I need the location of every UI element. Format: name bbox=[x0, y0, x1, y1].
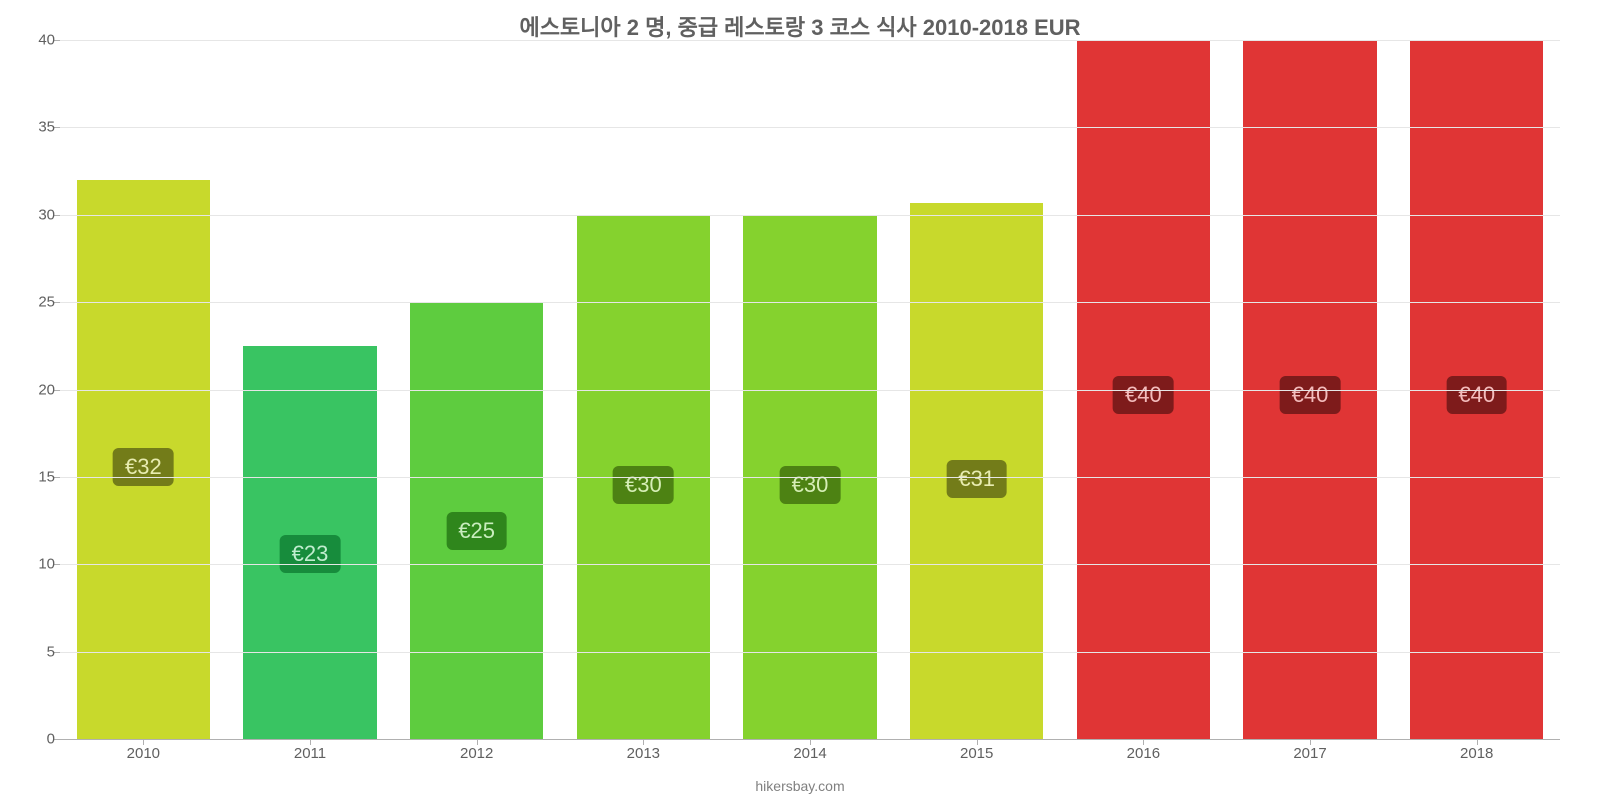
y-axis-label: 15 bbox=[15, 468, 55, 485]
grid-line bbox=[60, 302, 1560, 303]
y-axis-label: 40 bbox=[15, 32, 55, 49]
bar: €23 bbox=[243, 346, 376, 739]
bar-value-label: €30 bbox=[613, 466, 674, 504]
x-axis-label: 2012 bbox=[393, 745, 560, 770]
grid-line bbox=[60, 477, 1560, 478]
x-axis-label: 2016 bbox=[1060, 745, 1227, 770]
x-axis-labels: 201020112012201320142015201620172018 bbox=[60, 745, 1560, 770]
bar-value-label: €32 bbox=[113, 448, 174, 486]
x-axis-label: 2011 bbox=[227, 745, 394, 770]
x-axis-label: 2015 bbox=[893, 745, 1060, 770]
bar-value-label: €23 bbox=[280, 535, 341, 573]
bar-value-label: €25 bbox=[446, 512, 507, 550]
bar: €25 bbox=[410, 302, 543, 739]
grid-line bbox=[60, 127, 1560, 128]
y-axis-label: 10 bbox=[15, 556, 55, 573]
x-axis-label: 2014 bbox=[727, 745, 894, 770]
y-axis-label: 20 bbox=[15, 381, 55, 398]
y-axis-label: 5 bbox=[15, 643, 55, 660]
chart-container: 에스토니아 2 명, 중급 레스토랑 3 코스 식사 2010-2018 EUR… bbox=[0, 0, 1600, 800]
grid-line bbox=[60, 564, 1560, 565]
chart-title: 에스토니아 2 명, 중급 레스토랑 3 코스 식사 2010-2018 EUR bbox=[0, 0, 1600, 40]
x-axis-label: 2018 bbox=[1393, 745, 1560, 770]
y-axis-label: 35 bbox=[15, 119, 55, 136]
grid-line bbox=[60, 390, 1560, 391]
bar-value-label: €31 bbox=[946, 460, 1007, 498]
y-axis-label: 30 bbox=[15, 206, 55, 223]
x-axis-label: 2013 bbox=[560, 745, 727, 770]
y-axis-label: 25 bbox=[15, 294, 55, 311]
x-axis-label: 2017 bbox=[1227, 745, 1394, 770]
bar: €31 bbox=[910, 203, 1043, 739]
x-axis-label: 2010 bbox=[60, 745, 227, 770]
plot-region: €32€23€25€30€30€31€40€40€40 051015202530… bbox=[60, 40, 1560, 740]
y-axis-label: 0 bbox=[15, 731, 55, 748]
bar-value-label: €40 bbox=[1113, 376, 1174, 414]
bar-value-label: €30 bbox=[780, 466, 841, 504]
bar: €32 bbox=[77, 180, 210, 739]
bar-value-label: €40 bbox=[1446, 376, 1507, 414]
plot-area: €32€23€25€30€30€31€40€40€40 051015202530… bbox=[60, 40, 1560, 740]
grid-line bbox=[60, 652, 1560, 653]
grid-line bbox=[60, 215, 1560, 216]
source-label: hikersbay.com bbox=[0, 778, 1600, 794]
bar-value-label: €40 bbox=[1280, 376, 1341, 414]
grid-line bbox=[60, 40, 1560, 41]
